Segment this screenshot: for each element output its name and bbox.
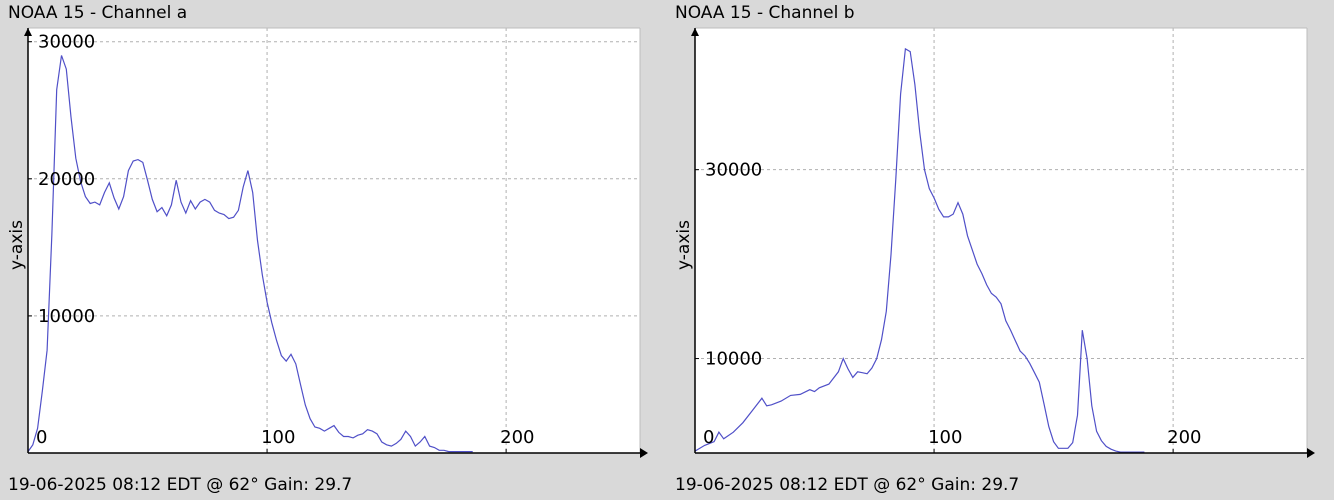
plot-area [695, 28, 1307, 453]
y-tick-label: 30000 [38, 32, 95, 53]
chart-svg-channel-b: 0 100 200 10000 30000 [691, 27, 1315, 458]
y-tick-label: 10000 [38, 306, 95, 327]
chart-panel-channel-a: NOAA 15 - Channel a y-axis 0 100 200 10000 2… [0, 0, 650, 500]
x-tick-label: 100 [928, 427, 962, 448]
chart-svg-channel-a: 0 100 200 10000 20000 30000 [24, 27, 648, 458]
x-tick-label: 200 [500, 427, 534, 448]
chart-footer: 19-06-2025 08:12 EDT @ 62° Gain: 29.7 [8, 475, 353, 495]
series-line [694, 47, 1145, 453]
y-tick-label: 10000 [705, 349, 762, 370]
y-axis-arrow [24, 28, 32, 36]
y-tick-label: 20000 [38, 169, 95, 190]
x-axis-arrow [640, 448, 648, 458]
chart-footer: 19-06-2025 08:12 EDT @ 62° Gain: 29.7 [675, 475, 1020, 495]
chart-title: NOAA 15 - Channel a [8, 3, 188, 23]
x-tick-label: 200 [1167, 427, 1201, 448]
chart-title: NOAA 15 - Channel b [675, 3, 855, 23]
series-line [27, 55, 473, 453]
y-tick-label: 30000 [705, 160, 762, 181]
x-tick-label: 0 [36, 427, 47, 448]
y-axis-arrow [691, 28, 699, 36]
x-axis-arrow [1307, 448, 1315, 458]
plot-area [28, 28, 640, 453]
chart-panel-channel-b: NOAA 15 - Channel b y-axis 0 100 200 10000 3… [667, 0, 1317, 500]
x-tick-label: 100 [261, 427, 295, 448]
x-tick-label: 0 [703, 427, 714, 448]
